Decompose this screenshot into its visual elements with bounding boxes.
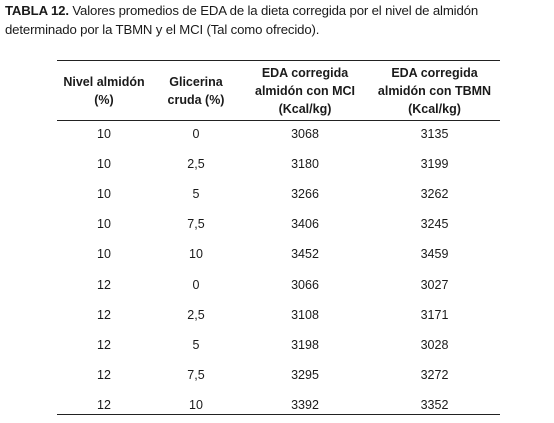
glicerina-cell: 2,5 <box>187 307 205 322</box>
eda-mci-cell: 3066 <box>291 277 319 292</box>
glicerina-cell: 0 <box>192 127 200 141</box>
eda-tbmn-cell: 3171 <box>420 307 449 322</box>
column-header-line: (%) <box>94 93 114 107</box>
nivel-almidon-cell: 10 <box>97 127 111 141</box>
column-header-line: Nivel almidón <box>63 75 145 89</box>
table-caption-text: Valores promedios de EDA de la dieta cor… <box>5 3 479 37</box>
nivel-almidon-cell: 12 <box>97 367 111 382</box>
eda-tbmn-cell: 3199 <box>420 157 449 172</box>
table-header-rule <box>57 120 500 122</box>
table-top-rule <box>57 60 500 62</box>
column-header-line: almidón con MCI <box>255 84 355 98</box>
eda-mci-cell: 3108 <box>291 307 319 322</box>
column-header-nivel-almidon: Nivel almidón (%) <box>57 73 151 109</box>
table-bottom-rule <box>57 414 500 416</box>
column-header-line: (Kcal/kg) <box>278 102 332 116</box>
column-header-glicerina: Glicerina cruda (%) <box>151 73 241 109</box>
column-header-line: EDA corregida <box>391 66 478 80</box>
eda-mci-cell: 3266 <box>291 187 319 202</box>
column-header-line: almidón con TBMN <box>377 84 492 98</box>
eda-mci-cell: 3452 <box>291 247 319 262</box>
glicerina-cell: 10 <box>189 397 203 412</box>
nivel-almidon-cell: 10 <box>97 187 111 202</box>
nivel-almidon-cell: 10 <box>97 157 111 172</box>
eda-tbmn-cell: 3245 <box>420 217 449 232</box>
eda-tbmn-cell: 3027 <box>420 277 449 292</box>
glicerina-cell: 10 <box>189 247 203 262</box>
column-header-line: EDA corregida <box>261 66 349 80</box>
column-header-line: cruda (%) <box>167 93 225 107</box>
column-header-eda-tbmn: EDA corregida almidón con TBMN (Kcal/kg) <box>369 64 500 118</box>
glicerina-cell: 5 <box>192 187 200 202</box>
table-caption: TABLA 12. Valores promedios de EDA de la… <box>5 1 553 39</box>
glicerina-cell: 7,5 <box>187 217 205 232</box>
eda-mci-cell: 3068 <box>291 127 319 141</box>
glicerina-cell: 2,5 <box>187 157 205 172</box>
eda-mci-cell: 3406 <box>291 217 319 232</box>
eda-mci-cell: 3295 <box>291 367 319 382</box>
nivel-almidon-cell: 12 <box>97 307 111 322</box>
column-header-line: Glicerina <box>169 75 223 89</box>
column-header-line: (Kcal/kg) <box>408 102 461 116</box>
table-caption-label: TABLA 12. <box>5 3 69 18</box>
eda-mci-cell: 3392 <box>291 397 319 412</box>
eda-tbmn-cell: 3352 <box>420 397 449 412</box>
eda-mci-cell: 3198 <box>291 337 319 352</box>
eda-tbmn-cell: 3028 <box>420 337 449 352</box>
nivel-almidon-cell: 10 <box>97 217 111 232</box>
eda-tbmn-cell: 3272 <box>420 367 449 382</box>
glicerina-cell: 7,5 <box>187 367 205 382</box>
column-header-eda-mci: EDA corregida almidón con MCI (Kcal/kg) <box>241 64 369 118</box>
eda-tbmn-cell: 3135 <box>420 127 449 141</box>
nivel-almidon-cell: 10 <box>97 247 111 262</box>
eda-tbmn-cell: 3459 <box>420 247 449 262</box>
glicerina-cell: 0 <box>192 277 200 292</box>
nivel-almidon-cell: 12 <box>97 337 111 352</box>
eda-mci-cell: 3180 <box>291 157 319 172</box>
eda-tbmn-cell: 3262 <box>420 187 449 202</box>
nivel-almidon-cell: 12 <box>97 397 111 412</box>
glicerina-cell: 5 <box>192 337 200 352</box>
nivel-almidon-cell: 12 <box>97 277 111 292</box>
